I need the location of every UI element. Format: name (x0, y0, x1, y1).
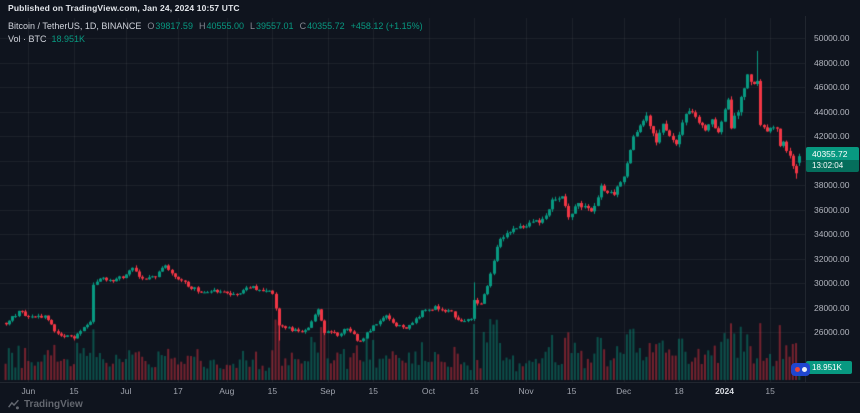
time-axis-label: 15 (765, 386, 775, 396)
volume-value: 18.951K (51, 34, 86, 44)
time-axis-label: 15 (69, 386, 79, 396)
publish-banner-text: Published on TradingView.com, Jan 24, 20… (8, 3, 240, 13)
ohlc-value: 39557.01 (256, 21, 294, 31)
price-axis-label: 26000.00 (814, 327, 850, 337)
ohlc-key: C (299, 21, 307, 31)
price-axis-label: 34000.00 (814, 229, 850, 239)
chart-legend: Bitcoin / TetherUS, 1D, BINANCE O39817.59… (8, 21, 423, 45)
price-axis-label: 50000.00 (814, 33, 850, 43)
time-axis-label: Jul (120, 386, 132, 396)
ohlc-key: L (250, 21, 256, 31)
ohlc-values: O39817.59 H40555.00 L39557.01 C40355.72 (141, 21, 344, 31)
price-axis-label: 36000.00 (814, 204, 850, 215)
symbol-title: Bitcoin / TetherUS, 1D, BINANCE (8, 21, 142, 31)
price-axis-label: 28000.00 (814, 302, 850, 313)
corner-badge-white-dot-icon (801, 367, 807, 372)
ohlc-value: 40355.72 (307, 21, 345, 31)
legend-volume-row[interactable]: Vol · BTC 18.951K (8, 34, 423, 45)
time-axis-label: Dec (616, 386, 632, 396)
time-axis-label: Aug (219, 386, 235, 396)
ohlc-value: 39817.59 (155, 21, 193, 31)
tradingview-brand-link[interactable]: TradingView (24, 399, 83, 410)
ohlc-value: 40555.00 (206, 21, 244, 31)
price-axis-label: 46000.00 (814, 82, 850, 92)
price-axis-label: 38000.00 (814, 180, 850, 190)
price-axis-label: 32000.00 (814, 253, 850, 264)
tradingview-logo-icon (8, 399, 19, 410)
price-axis-label: 44000.00 (814, 106, 850, 117)
last-price-value: 40355.72 (806, 147, 859, 161)
last-price-badge: 40355.72 13:02:04 (806, 147, 859, 173)
legend-symbol-row[interactable]: Bitcoin / TetherUS, 1D, BINANCE O39817.59… (8, 21, 423, 32)
price-axis-label: 48000.00 (814, 57, 850, 68)
price-axis[interactable]: 50000.00 48000.00 46000.00 44000.00 42000.00… (805, 16, 860, 382)
price-axis-label: 42000.00 (814, 131, 850, 141)
change-value: +458.12 (+1.15%) (350, 21, 423, 31)
time-axis-label: 18 (674, 386, 684, 396)
time-axis-label: Sep (320, 386, 336, 396)
footer-bar: TradingView (0, 396, 860, 413)
time-axis-label: Jun (21, 386, 36, 396)
time-axis-label: Nov (518, 386, 534, 396)
volume-axis-badge: 18.951K (806, 360, 852, 374)
time-axis-label: 16 (469, 386, 479, 396)
ohlc-key: H (198, 21, 206, 31)
chart-corner-badge[interactable] (791, 363, 810, 376)
volume-label: Vol · BTC (8, 34, 47, 44)
time-axis[interactable]: Jun 15 Jul 17 Aug 15 Sep 15 Oct 16 Nov 15 Dec 18 2024 1… (0, 382, 860, 396)
bar-countdown: 13:02:04 (806, 160, 859, 173)
publish-banner: Published on TradingView.com, Jan 24, 20… (0, 0, 860, 16)
price-axis-label: 30000.00 (814, 278, 850, 288)
time-axis-label: 2024 (715, 386, 734, 396)
time-axis-label: Oct (421, 386, 436, 396)
corner-badge-red-dot-icon (794, 367, 800, 372)
time-axis-label: 15 (368, 386, 378, 396)
time-axis-label: 17 (173, 386, 183, 396)
candlestick-chart-canvas[interactable] (0, 16, 805, 382)
time-axis-label: 15 (566, 386, 577, 396)
ohlc-key: O (147, 21, 155, 31)
time-axis-label: 15 (267, 386, 278, 396)
